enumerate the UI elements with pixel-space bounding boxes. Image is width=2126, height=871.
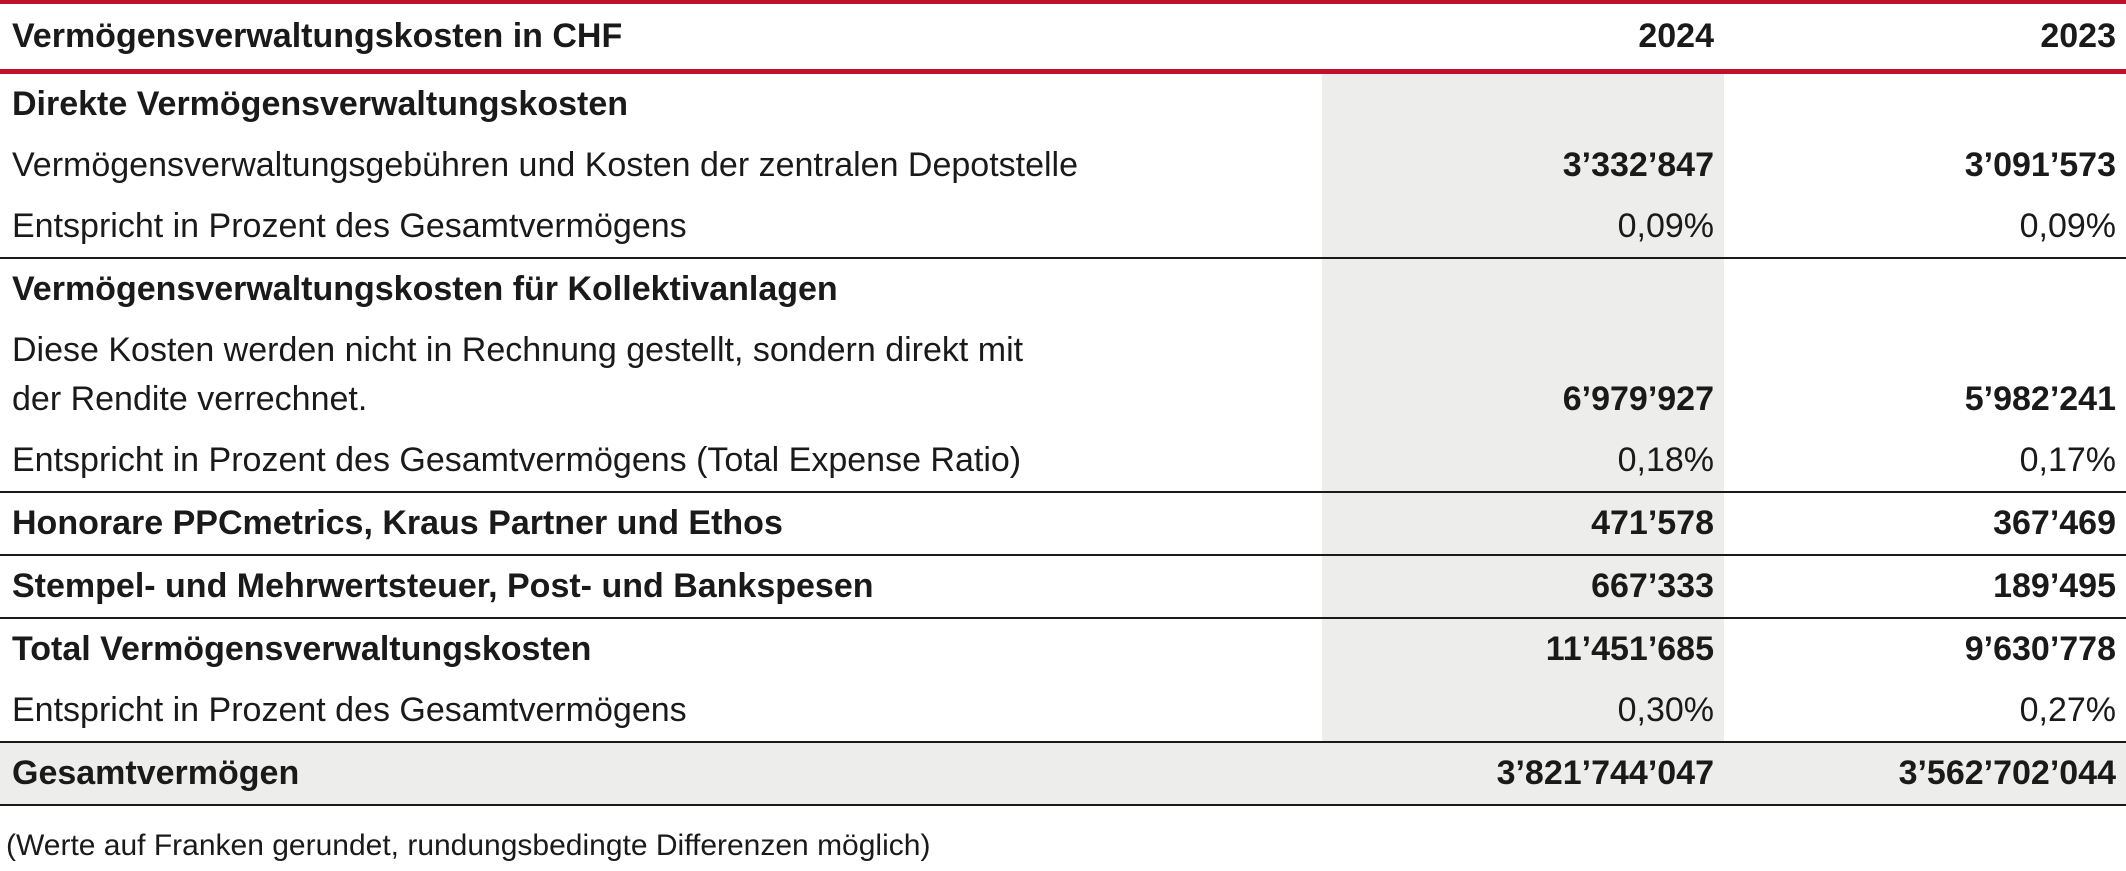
table-row-ter-percent: Entspricht in Prozent des Gesamtvermögen… [0, 430, 2126, 493]
cell-2024 [1322, 258, 1724, 320]
cell-2023 [1724, 72, 2126, 136]
cell-2023: 0,17% [1724, 430, 2126, 493]
top-red-rule [0, 0, 2126, 4]
cell-2024: 0,18% [1322, 430, 1724, 493]
row-label: Total Vermögensverwaltungskosten [12, 630, 592, 668]
table-row-collective-costs: Diese Kosten werden nicht in Rechnung ge… [0, 320, 2126, 430]
cell-2024 [1322, 72, 1724, 136]
table-row-total-assets: Gesamtvermögen 3’821’744’047 3’562’702’0… [0, 742, 2126, 806]
table-title: Vermögensverwaltungskosten in CHF [0, 4, 1322, 74]
row-label: Entspricht in Prozent des Gesamtvermögen… [0, 680, 1322, 743]
current-year-shading [1322, 71, 1724, 787]
column-header-2024: 2024 [1322, 4, 1724, 74]
cell-2024: 0,30% [1322, 680, 1724, 743]
cell-2023: 0,09% [1724, 196, 2126, 259]
cell-2024: 11’451’685 [1545, 630, 1714, 668]
row-label: Stempel- und Mehrwertsteuer, Post- und B… [0, 555, 1322, 619]
row-label: Gesamtvermögen [0, 742, 1322, 806]
cell-2023: 9’630’778 [1964, 630, 2116, 668]
row-label-line-2: der Rendite verrechnet. [12, 380, 368, 418]
cell-2024: 6’979’927 [1562, 380, 1714, 418]
cell-2023: 3’091’573 [1964, 146, 2116, 184]
cell-2023: 189’495 [1724, 555, 2126, 619]
row-label: Vermögensverwaltungsgebühren und Kosten … [12, 146, 1079, 184]
table-row-total-percent: Entspricht in Prozent des Gesamtvermögen… [0, 680, 2126, 743]
row-label: Vermögensverwaltungskosten für Kollektiv… [12, 270, 838, 308]
row-label-line-1: Diese Kosten werden nicht in Rechnung ge… [12, 331, 1024, 369]
cell-2024: 3’332’847 [1562, 146, 1714, 184]
table-row-total-costs: Total Vermögensverwaltungskosten 11’451’… [0, 618, 2126, 680]
table-row-collective-costs-heading: Vermögensverwaltungskosten für Kollektiv… [0, 258, 2126, 320]
table-row-taxes-bank-fees: Stempel- und Mehrwertsteuer, Post- und B… [0, 555, 2126, 619]
cell-2023: 5’982’241 [1964, 380, 2116, 418]
cell-2024: 667’333 [1322, 555, 1724, 619]
cell-2024: 471’578 [1322, 492, 1724, 556]
footnote: (Werte auf Franken gerundet, rundungsbed… [6, 829, 931, 862]
cell-2023: 0,27% [1724, 680, 2126, 743]
cell-2024: 0,09% [1322, 196, 1724, 259]
table-row-management-fees: Vermögensverwaltungsgebühren und Kosten … [0, 135, 2126, 196]
cell-2023 [1724, 258, 2126, 320]
row-label: Direkte Vermögensverwaltungskosten [12, 85, 629, 123]
asset-management-cost-table: Vermögensverwaltungskosten in CHF 2024 2… [0, 4, 2126, 806]
row-label: Entspricht in Prozent des Gesamtvermögen… [0, 196, 1322, 259]
cell-2023: 367’469 [1724, 492, 2126, 556]
row-label: Entspricht in Prozent des Gesamtvermögen… [0, 430, 1322, 493]
row-label: Diese Kosten werden nicht in Rechnung ge… [0, 320, 1322, 430]
table-row-direct-costs-percent: Entspricht in Prozent des Gesamtvermögen… [0, 196, 2126, 259]
cell-2023: 3’562’702’044 [1724, 742, 2126, 806]
cell-2024: 3’821’744’047 [1322, 742, 1724, 806]
table-header-row: Vermögensverwaltungskosten in CHF 2024 2… [0, 4, 2126, 74]
row-label: Honorare PPCmetrics, Kraus Partner und E… [0, 492, 1322, 556]
column-header-2023: 2023 [1724, 4, 2126, 74]
table-row-fees-ppcmetrics: Honorare PPCmetrics, Kraus Partner und E… [0, 492, 2126, 556]
table-row-direct-costs-heading: Direkte Vermögensverwaltungskosten [0, 72, 2126, 136]
